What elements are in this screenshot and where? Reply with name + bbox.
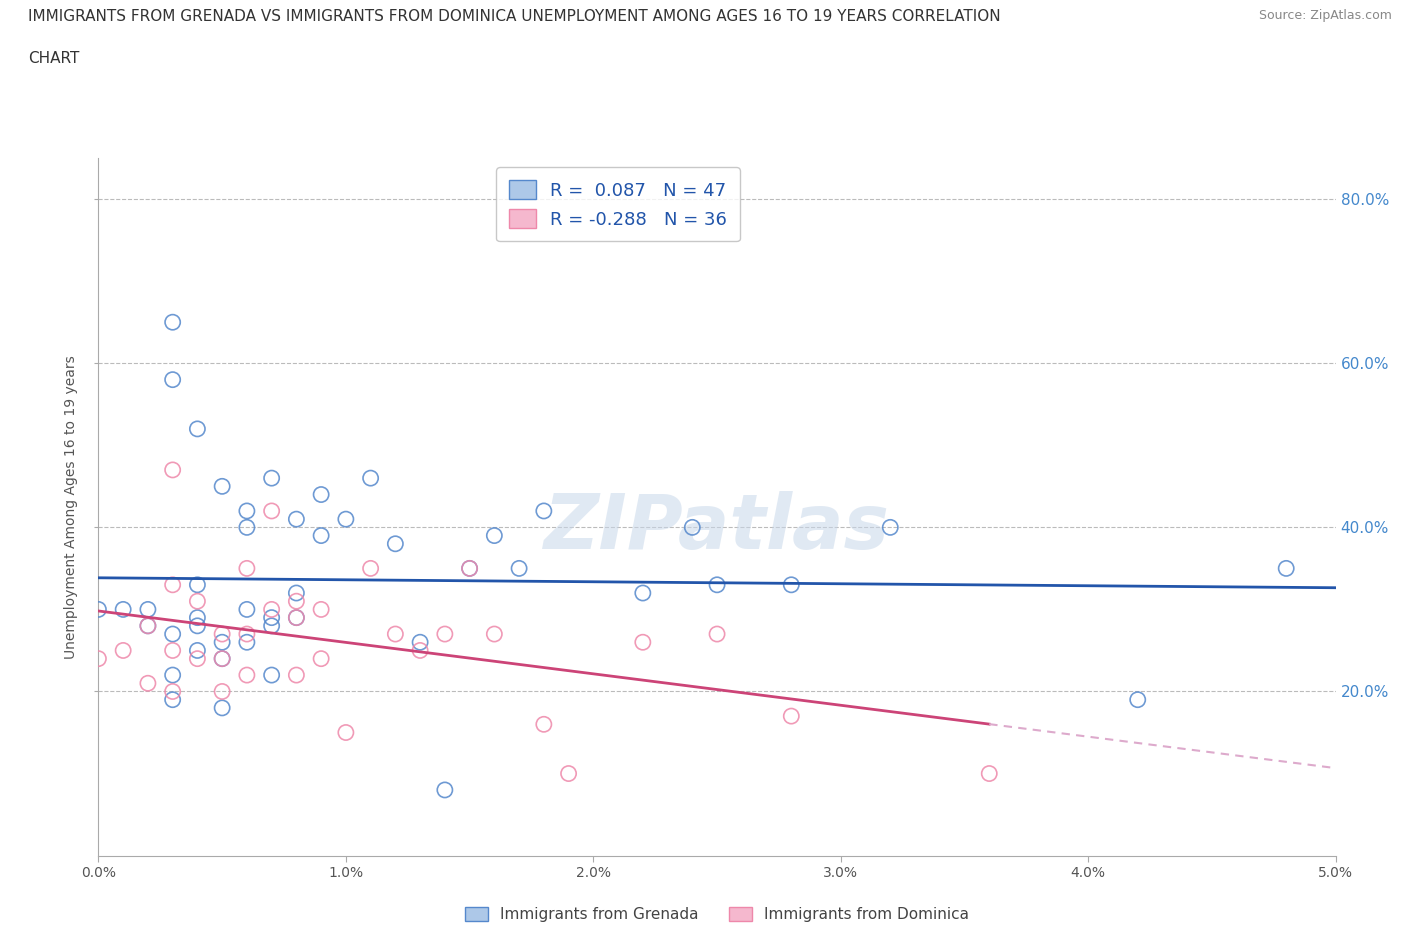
Point	[409, 635, 432, 650]
Point	[236, 503, 259, 518]
Point	[260, 503, 283, 518]
Point	[285, 512, 308, 526]
Point	[360, 561, 382, 576]
Point	[508, 561, 530, 576]
Point	[211, 684, 233, 699]
Point	[162, 692, 184, 707]
Point	[211, 651, 233, 666]
Point	[706, 627, 728, 642]
Point	[484, 528, 506, 543]
Point	[186, 651, 208, 666]
Point	[136, 618, 159, 633]
Point	[236, 668, 259, 683]
Point	[186, 610, 208, 625]
Point	[458, 561, 481, 576]
Point	[285, 610, 308, 625]
Point	[681, 520, 703, 535]
Point	[211, 700, 233, 715]
Point	[879, 520, 901, 535]
Point	[87, 602, 110, 617]
Point	[360, 471, 382, 485]
Point	[433, 782, 456, 797]
Point	[162, 643, 184, 658]
Point	[186, 618, 208, 633]
Point	[162, 462, 184, 477]
Point	[260, 610, 283, 625]
Point	[162, 578, 184, 592]
Point	[211, 479, 233, 494]
Text: Source: ZipAtlas.com: Source: ZipAtlas.com	[1258, 9, 1392, 22]
Point	[236, 602, 259, 617]
Point	[557, 766, 579, 781]
Point	[186, 421, 208, 436]
Point	[211, 651, 233, 666]
Point	[335, 725, 357, 740]
Point	[780, 709, 803, 724]
Y-axis label: Unemployment Among Ages 16 to 19 years: Unemployment Among Ages 16 to 19 years	[65, 355, 79, 658]
Point	[236, 635, 259, 650]
Point	[112, 643, 135, 658]
Point	[384, 537, 406, 551]
Point	[533, 717, 555, 732]
Point	[211, 627, 233, 642]
Point	[162, 684, 184, 699]
Legend: Immigrants from Grenada, Immigrants from Dominica: Immigrants from Grenada, Immigrants from…	[458, 900, 976, 928]
Text: ZIPatlas: ZIPatlas	[544, 491, 890, 565]
Point	[979, 766, 1001, 781]
Point	[285, 586, 308, 601]
Point	[1275, 561, 1298, 576]
Point	[136, 602, 159, 617]
Point	[136, 676, 159, 691]
Point	[309, 602, 332, 617]
Point	[162, 314, 184, 329]
Point	[458, 561, 481, 576]
Point	[260, 668, 283, 683]
Point	[780, 578, 803, 592]
Point	[87, 651, 110, 666]
Point	[186, 643, 208, 658]
Point	[236, 627, 259, 642]
Point	[309, 651, 332, 666]
Point	[631, 586, 654, 601]
Point	[186, 578, 208, 592]
Point	[335, 512, 357, 526]
Point	[533, 503, 555, 518]
Point	[285, 593, 308, 608]
Point	[112, 602, 135, 617]
Point	[260, 602, 283, 617]
Point	[236, 520, 259, 535]
Point	[433, 627, 456, 642]
Point	[211, 635, 233, 650]
Point	[162, 668, 184, 683]
Point	[260, 618, 283, 633]
Point	[384, 627, 406, 642]
Text: CHART: CHART	[28, 51, 80, 66]
Point	[409, 643, 432, 658]
Point	[706, 578, 728, 592]
Point	[186, 593, 208, 608]
Point	[484, 627, 506, 642]
Point	[631, 635, 654, 650]
Point	[285, 668, 308, 683]
Point	[1126, 692, 1149, 707]
Point	[309, 487, 332, 502]
Point	[236, 561, 259, 576]
Point	[162, 627, 184, 642]
Point	[136, 618, 159, 633]
Text: IMMIGRANTS FROM GRENADA VS IMMIGRANTS FROM DOMINICA UNEMPLOYMENT AMONG AGES 16 T: IMMIGRANTS FROM GRENADA VS IMMIGRANTS FR…	[28, 9, 1001, 24]
Point	[162, 372, 184, 387]
Point	[260, 471, 283, 485]
Point	[309, 528, 332, 543]
Point	[285, 610, 308, 625]
